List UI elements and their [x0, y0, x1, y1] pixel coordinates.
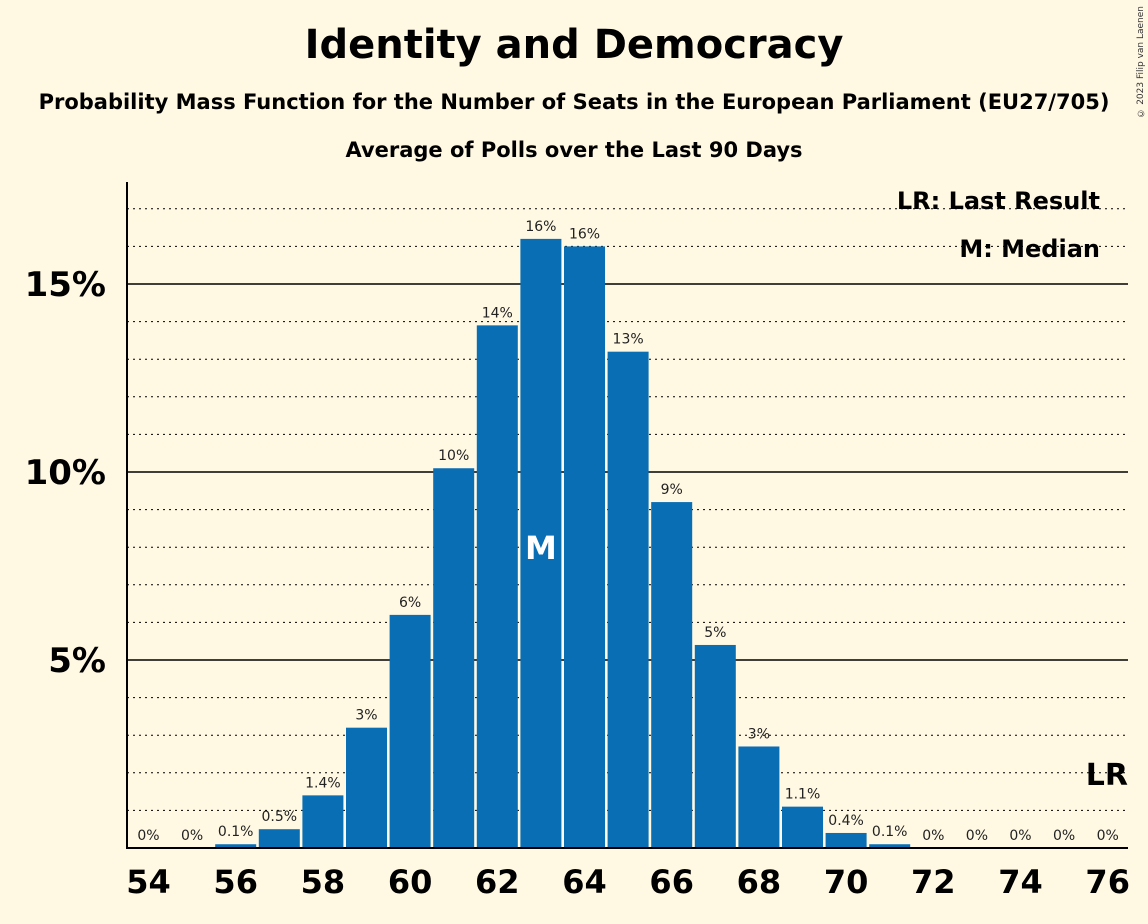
- chart-title: Identity and Democracy: [304, 22, 844, 68]
- y-tick-label: 10%: [25, 453, 106, 493]
- data-label: 1.1%: [785, 787, 821, 803]
- data-label: 1.4%: [305, 775, 341, 791]
- y-tick-label: 5%: [48, 641, 106, 681]
- data-label: 13%: [613, 332, 644, 348]
- data-label: 3%: [748, 726, 770, 742]
- data-label: 5%: [704, 625, 726, 641]
- bar-seat-64: [564, 246, 605, 848]
- bar-seat-70: [825, 832, 867, 848]
- x-tick-label: 58: [301, 863, 346, 901]
- data-label: 0%: [966, 828, 988, 844]
- data-label: 10%: [438, 448, 469, 464]
- bar-seat-59: [346, 727, 387, 848]
- bar-seat-58: [302, 795, 344, 848]
- chart-subtitle-polls: Average of Polls over the Last 90 Days: [345, 138, 803, 162]
- legend-median: M: Median: [959, 235, 1100, 263]
- data-label: 3%: [355, 708, 377, 724]
- x-tick-label: 74: [998, 863, 1043, 901]
- chart-subtitle: Probability Mass Function for the Number…: [38, 90, 1110, 114]
- x-tick-label: 54: [126, 863, 171, 901]
- x-tick-label: 68: [737, 863, 782, 901]
- bar-seat-69: [782, 806, 823, 848]
- bar-seat-57: [258, 829, 300, 848]
- legend-last-result: LR: Last Result: [897, 187, 1100, 215]
- x-tick-label: 62: [475, 863, 520, 901]
- data-label: 0%: [1097, 828, 1119, 844]
- x-tick-label: 56: [213, 863, 258, 901]
- bar-seat-56: [215, 844, 257, 848]
- bars: [215, 238, 911, 848]
- grid-lines: [127, 208, 1128, 811]
- tick-labels: 5% 10% 15% 54 56 58 60 62 64 66 68 70 72 74 76: [25, 265, 1130, 901]
- data-label: 0%: [922, 828, 944, 844]
- last-result-marker: LR: [1086, 758, 1128, 793]
- x-tick-label: 70: [824, 863, 869, 901]
- bar-seat-61: [433, 468, 475, 848]
- data-label: 6%: [399, 595, 421, 611]
- y-tick-label: 15%: [25, 265, 106, 305]
- data-label: 0%: [137, 828, 159, 844]
- data-label: 0.1%: [218, 824, 254, 840]
- data-label: 16%: [525, 219, 556, 235]
- x-tick-label: 76: [1085, 863, 1130, 901]
- bar-seat-62: [476, 325, 518, 848]
- bar-seat-68: [738, 746, 780, 848]
- x-tick-label: 72: [911, 863, 956, 901]
- bar-seat-66: [651, 502, 693, 848]
- x-tick-label: 64: [562, 863, 607, 901]
- data-label: 0%: [181, 828, 203, 844]
- data-label: 0%: [1009, 828, 1031, 844]
- data-label: 0.4%: [828, 813, 864, 829]
- axes: [126, 182, 1128, 849]
- data-labels: 0% 0% 0.1% 0.5% 1.4% 3% 6% 10% 14% 16% 16% 13% 9% 5% 3…: [137, 219, 1128, 844]
- bar-seat-60: [389, 614, 431, 848]
- bar-seat-65: [607, 351, 649, 848]
- data-label: 14%: [482, 305, 513, 321]
- bar-seat-67: [694, 644, 736, 848]
- data-label: 9%: [661, 482, 683, 498]
- x-tick-label: 66: [649, 863, 694, 901]
- data-label: 16%: [569, 226, 600, 242]
- data-label: 0%: [1053, 828, 1075, 844]
- data-label: 0.1%: [872, 824, 908, 840]
- bar-seat-71: [869, 844, 911, 848]
- legend: LR: Last Result M: Median: [897, 187, 1100, 263]
- x-tick-label: 60: [388, 863, 433, 901]
- median-marker: M: [525, 529, 557, 567]
- data-label: 0.5%: [262, 809, 298, 825]
- bar-seat-63: [520, 238, 562, 848]
